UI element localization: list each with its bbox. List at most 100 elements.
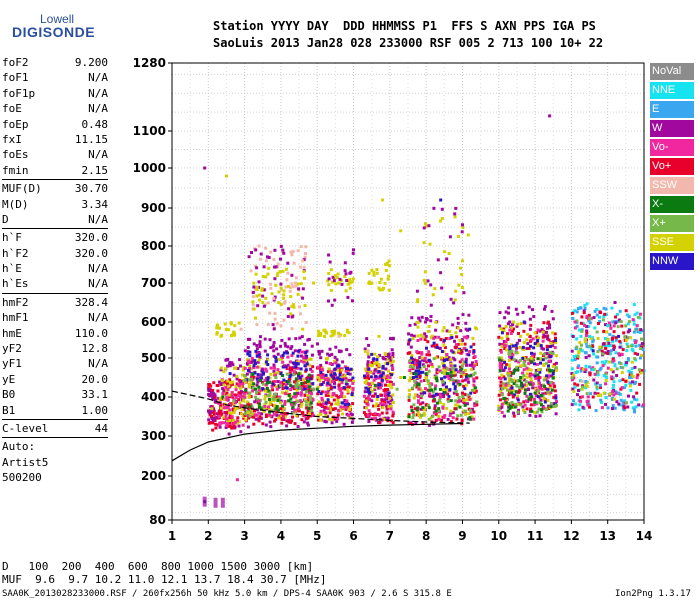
- echo-point: [228, 378, 232, 382]
- echo-point: [576, 370, 579, 374]
- echo-point: [252, 364, 256, 368]
- echo-point: [232, 424, 236, 428]
- echo-point: [324, 406, 328, 410]
- echo-point: [592, 352, 596, 356]
- echo-point: [604, 372, 607, 376]
- echo-point: [542, 352, 546, 356]
- echo-point: [442, 350, 446, 354]
- echo-point: [500, 359, 504, 363]
- echo-point: [471, 336, 475, 340]
- echo-point: [507, 367, 511, 371]
- echo-point: [407, 415, 411, 419]
- echo-point: [536, 395, 540, 399]
- param-row-b0: B0 33.1: [2, 387, 108, 402]
- echo-point: [419, 415, 422, 419]
- echo-point: [341, 378, 345, 382]
- echo-point: [385, 397, 389, 401]
- echo-point: [241, 373, 244, 377]
- echo-point: [282, 406, 286, 410]
- echo-point: [497, 335, 501, 339]
- echo-point: [416, 406, 419, 410]
- echo-point: [228, 418, 232, 422]
- echo-point: [345, 279, 349, 282]
- echo-point: [577, 328, 581, 332]
- echo-point: [599, 393, 602, 397]
- plot-frame: [171, 62, 645, 521]
- echo-point: [237, 378, 241, 382]
- echo-point: [504, 344, 508, 348]
- echo-point: [541, 335, 545, 339]
- echo-point: [375, 268, 379, 272]
- echo-point: [213, 417, 217, 421]
- echo-point: [301, 287, 305, 291]
- echo-point: [440, 371, 444, 374]
- echo-point: [449, 411, 453, 415]
- echo-point: [410, 356, 414, 360]
- echo-point: [273, 277, 277, 281]
- echo-point: [441, 383, 445, 387]
- echo-point: [226, 388, 230, 392]
- echo-point: [252, 307, 256, 311]
- echo-point: [633, 313, 637, 317]
- echo-point: [282, 296, 286, 300]
- echo-point: [448, 378, 452, 382]
- echo-point: [224, 381, 227, 385]
- echo-point: [367, 271, 371, 275]
- echo-point: [330, 352, 334, 356]
- echo-point: [532, 352, 536, 356]
- echo-point: [368, 412, 372, 416]
- echo-point: [595, 361, 599, 365]
- echo-point: [500, 356, 503, 360]
- echo-point: [301, 259, 305, 263]
- echo-point: [537, 342, 541, 346]
- echo-point: [589, 347, 593, 351]
- echo-point: [248, 391, 252, 395]
- echo-point: [267, 405, 270, 409]
- echo-point: [437, 365, 441, 369]
- echo-point: [442, 403, 446, 406]
- echo-point: [459, 329, 463, 333]
- echo-point: [251, 372, 255, 376]
- echo-point: [604, 396, 608, 400]
- echo-point: [449, 334, 453, 337]
- echo-point: [282, 289, 286, 293]
- echo-point: [306, 394, 309, 397]
- echo-point: [538, 414, 542, 418]
- echo-point: [239, 395, 243, 399]
- echo-point: [588, 344, 592, 348]
- echo-point: [347, 402, 351, 406]
- echo-point: [512, 327, 515, 331]
- x-tick-label: 10: [490, 529, 507, 543]
- echo-point: [260, 412, 264, 416]
- echo-point: [602, 342, 606, 346]
- echo-point: [284, 412, 288, 416]
- echo-point: [528, 382, 532, 386]
- echo-point: [427, 406, 431, 410]
- param-row-fof2: foF2 9.200: [2, 55, 108, 70]
- echo-point: [422, 391, 426, 395]
- echo-point: [293, 392, 297, 396]
- echo-point: [298, 387, 302, 391]
- echo-point: [599, 366, 603, 370]
- y-tick-label: 600: [141, 315, 166, 329]
- echo-point: [421, 406, 425, 410]
- echo-point: [623, 406, 627, 410]
- echo-point: [642, 369, 646, 373]
- echo-point: [305, 362, 309, 366]
- echo-point: [312, 281, 316, 285]
- echo-point: [635, 324, 639, 328]
- echo-point: [470, 388, 474, 392]
- echo-point: [384, 357, 388, 361]
- echo-point: [215, 331, 219, 335]
- echo-point: [451, 323, 455, 327]
- echo-point: [613, 406, 617, 410]
- echo-point: [592, 378, 596, 382]
- echo-point: [207, 386, 211, 390]
- echo-point: [434, 384, 438, 388]
- echo-point: [390, 373, 394, 377]
- echo-point: [453, 364, 457, 368]
- echo-point: [423, 332, 427, 336]
- echo-point: [623, 386, 626, 390]
- echo-point: [247, 416, 251, 420]
- echo-point: [250, 384, 254, 388]
